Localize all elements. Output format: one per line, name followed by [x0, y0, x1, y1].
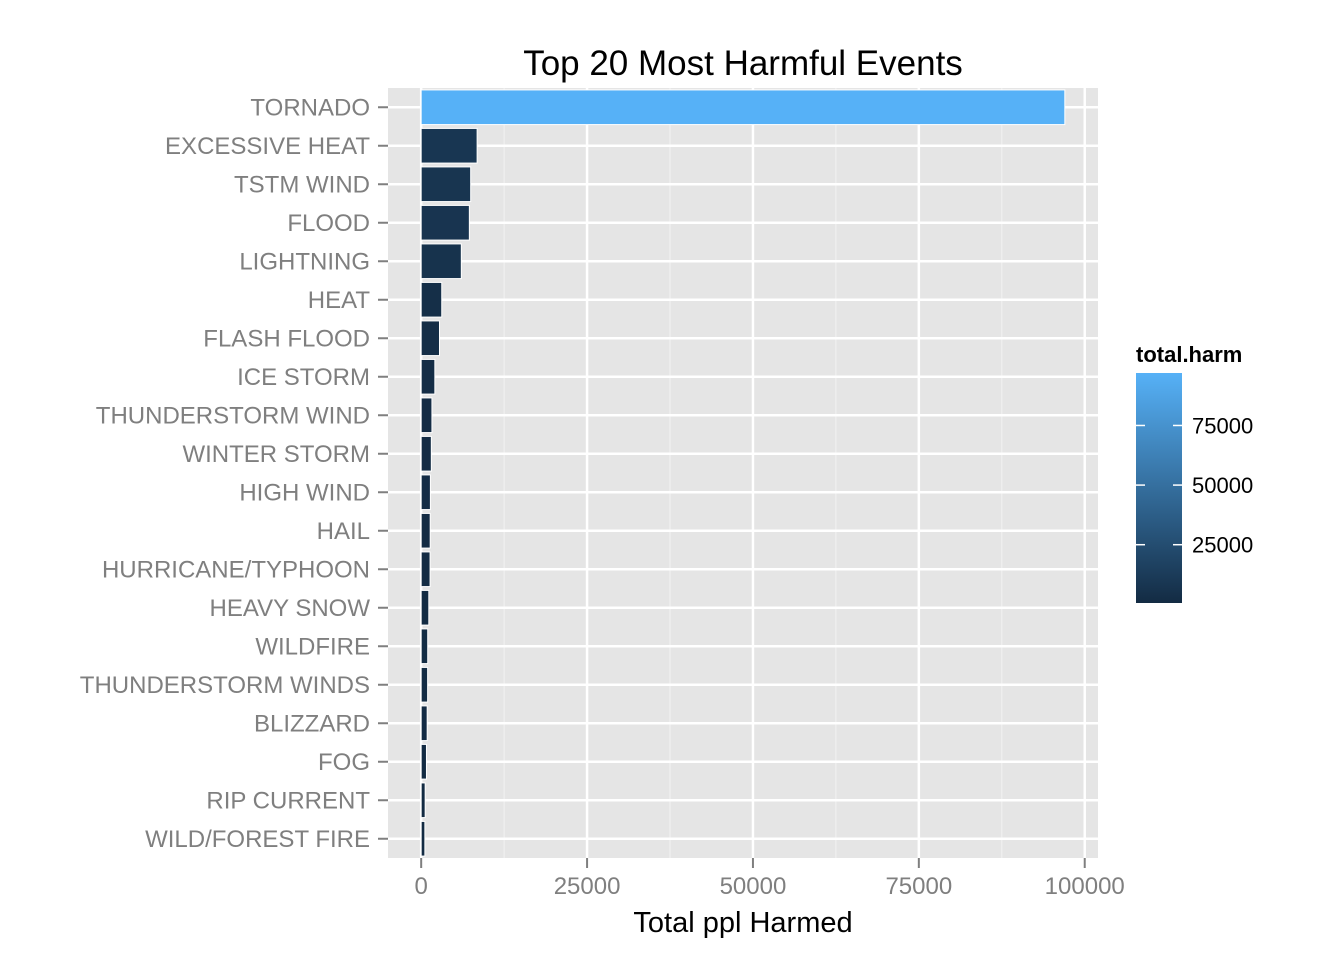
legend-tick-label: 50000	[1192, 473, 1253, 498]
grid-major	[388, 88, 1098, 858]
y-tick-label: BLIZZARD	[254, 710, 370, 737]
bars	[420, 89, 1066, 857]
y-tick-label: LIGHTNING	[239, 248, 370, 275]
y-tick-label: FOG	[318, 749, 370, 776]
bar	[420, 628, 429, 665]
bar	[420, 320, 440, 357]
bar	[420, 166, 472, 203]
y-tick-label: HAIL	[317, 518, 370, 545]
bar	[420, 204, 470, 241]
bar	[420, 397, 433, 434]
x-tick-label: 0	[414, 873, 427, 900]
y-tick-label: HEAVY SNOW	[210, 595, 371, 622]
y-tick-label: ICE STORM	[237, 364, 370, 391]
y-tick-label: HURRICANE/TYPHOON	[102, 556, 370, 583]
x-axis: 0 25000 50000 75000 100000	[414, 858, 1125, 900]
y-tick-label: WINTER STORM	[182, 441, 370, 468]
bar	[420, 705, 428, 742]
grid-minor	[503, 88, 1003, 858]
bar	[420, 551, 431, 588]
bar	[420, 512, 431, 549]
bar	[420, 281, 443, 318]
y-tick-label: THUNDERSTORM WIND	[96, 402, 370, 429]
legend-tick-label: 75000	[1192, 413, 1253, 438]
y-tick-label: WILD/FOREST FIRE	[145, 826, 370, 853]
bar	[420, 589, 430, 626]
legend-title: total.harm	[1136, 342, 1242, 367]
bar	[420, 89, 1066, 126]
bar	[420, 127, 478, 164]
legend-colorbar	[1136, 373, 1182, 603]
x-axis-title: Total ppl Harmed	[633, 907, 852, 939]
bar	[420, 743, 427, 780]
x-tick-label: 50000	[720, 873, 787, 900]
y-tick-label: FLASH FLOOD	[203, 325, 370, 352]
bar	[420, 435, 432, 472]
y-tick-label: FLOOD	[287, 210, 370, 237]
legend: total.harm 25000 50000 75000	[1136, 342, 1253, 603]
y-tick-label: THUNDERSTORM WINDS	[80, 672, 370, 699]
y-tick-label: RIP CURRENT	[206, 787, 370, 814]
y-tick-label: EXCESSIVE HEAT	[165, 133, 370, 160]
bar	[420, 666, 429, 703]
x-tick-label: 25000	[554, 873, 621, 900]
plot-panel	[388, 88, 1098, 858]
y-tick-label: HEAT	[308, 287, 371, 314]
legend-ticks: 25000 50000 75000	[1136, 413, 1253, 558]
bar	[420, 782, 426, 819]
bar	[420, 820, 426, 857]
y-tick-label: HIGH WIND	[239, 479, 370, 506]
x-tick-label: 75000	[885, 873, 952, 900]
bar	[420, 358, 436, 395]
y-tick-label: TORNADO	[250, 94, 370, 121]
legend-tick-label: 25000	[1192, 533, 1253, 558]
x-tick-label: 100000	[1045, 873, 1125, 900]
y-tick-label: WILDFIRE	[255, 633, 370, 660]
bar	[420, 474, 431, 511]
chart-title: Top 20 Most Harmful Events	[523, 44, 963, 83]
y-tick-label: TSTM WIND	[234, 171, 370, 198]
bar	[420, 243, 462, 280]
y-axis: TORNADO EXCESSIVE HEAT TSTM WIND FLOOD LIGHT…	[80, 94, 388, 853]
